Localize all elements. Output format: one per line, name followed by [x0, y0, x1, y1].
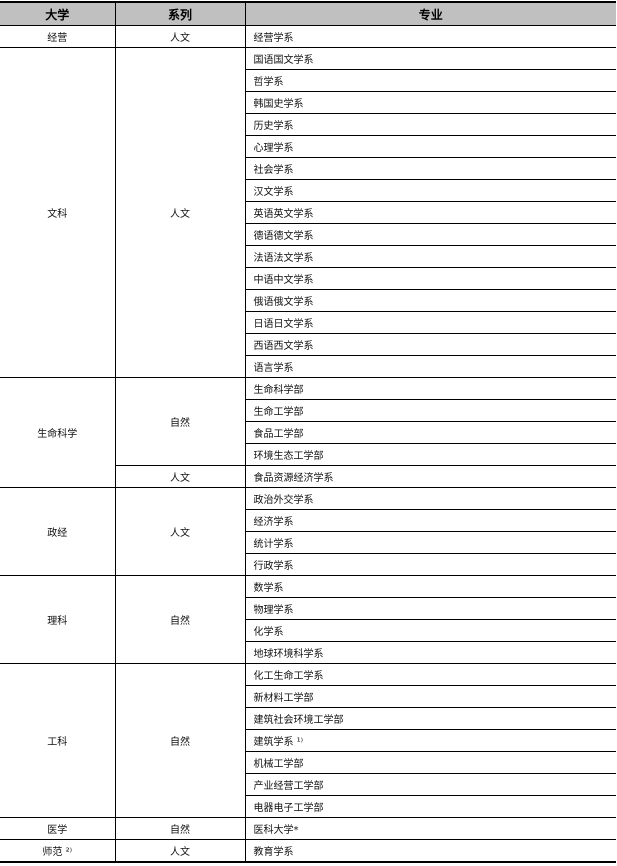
college-cell: 生命科学: [0, 377, 116, 488]
header-college: 大学: [0, 1, 115, 26]
major-cell: 行政学系: [245, 553, 616, 576]
major-cell: 经营学系: [244, 25, 616, 48]
header-major: 专业: [244, 1, 616, 26]
major-cell: 统计学系: [245, 531, 616, 554]
college-cell: 政经: [0, 487, 116, 576]
major-cell: 经济学系: [245, 509, 616, 532]
major-cell: 化学系: [245, 619, 616, 642]
major-cell: 食品资源经济学系: [244, 465, 616, 488]
college-cell: 文科: [0, 47, 116, 378]
major-cell: 环境生态工学部: [245, 443, 616, 466]
major-cell: 日语日文学系: [245, 311, 616, 334]
college-cell: 工科: [0, 663, 116, 818]
major-cell: 物理学系: [245, 597, 616, 620]
major-cell: 建筑社会环境工学部: [245, 707, 616, 730]
major-cell: 语言学系: [245, 355, 616, 378]
major-cell: 数学系: [244, 575, 616, 598]
college-cell: 经营: [0, 25, 116, 48]
series-cell: 人文: [115, 465, 246, 488]
major-cell: 政治外交学系: [244, 487, 616, 510]
series-cell: 人文: [114, 839, 246, 863]
major-cell: 食品工学部: [245, 421, 616, 444]
major-cell: 国语国文学系: [244, 47, 616, 70]
table-row: 师范 ²⁾ 人文 教育学系: [0, 839, 616, 863]
major-cell: 机械工学部: [245, 751, 616, 774]
table-row: 人文 食品资源经济学系: [0, 465, 616, 488]
table-row: 经营 人文 经营学系: [0, 25, 616, 48]
series-cell: 自然: [114, 663, 246, 818]
major-cell: 英语英文学系: [245, 201, 616, 224]
major-cell: 韩国史学系: [245, 91, 616, 114]
major-cell: 历史学系: [245, 113, 616, 136]
major-cell: 生命工学部: [245, 399, 616, 422]
major-cell: 医科大学*: [244, 817, 616, 840]
major-cell: 法语法文学系: [245, 245, 616, 268]
major-cell: 心理学系: [245, 135, 616, 158]
table-row: 工科 自然 化工生命工学系: [0, 663, 616, 818]
table-row: 文科 人文 国语国文学系: [0, 47, 616, 378]
major-cell: 地球环境科学系: [245, 641, 616, 664]
major-cell: 教育学系: [244, 839, 616, 863]
major-cell: 哲学系: [245, 69, 616, 92]
major-cell: 产业经营工学部: [245, 773, 616, 796]
series-cell: 人文: [114, 25, 246, 48]
series-cell: 自然: [114, 377, 246, 466]
college-cell: 师范 ²⁾: [0, 839, 116, 863]
college-cell: 医学: [0, 817, 116, 840]
college-cell: 理科: [0, 575, 116, 664]
major-cell: 电器电子工学部: [245, 795, 616, 818]
major-cell: 建筑学系 ¹⁾: [245, 729, 616, 752]
table-row: 医学 自然 医科大学*: [0, 817, 616, 840]
major-cell: 俄语俄文学系: [245, 289, 616, 312]
table-row: 生命科学 自然 生命科学部: [0, 377, 616, 488]
major-cell: 生命科学部: [244, 377, 616, 400]
major-cell: 新材料工学部: [245, 685, 616, 708]
major-cell: 西语西文学系: [245, 333, 616, 356]
series-cell: 人文: [114, 47, 246, 378]
major-cell: 化工生命工学系: [244, 663, 616, 686]
series-cell: 自然: [114, 817, 246, 840]
header-row: 大学 系列 专业: [0, 1, 616, 26]
major-cell: 德语德文学系: [245, 223, 616, 246]
major-cell: 汉文学系: [245, 179, 616, 202]
table-row: 理科 自然 数学系: [0, 575, 616, 664]
series-cell: 人文: [114, 487, 246, 576]
major-cell: 中语中文学系: [245, 267, 616, 290]
major-cell: 社会学系: [245, 157, 616, 180]
table-row: 政经 人文 政治外交学系: [0, 487, 616, 576]
header-series: 系列: [114, 1, 245, 26]
series-cell: 自然: [114, 575, 246, 664]
